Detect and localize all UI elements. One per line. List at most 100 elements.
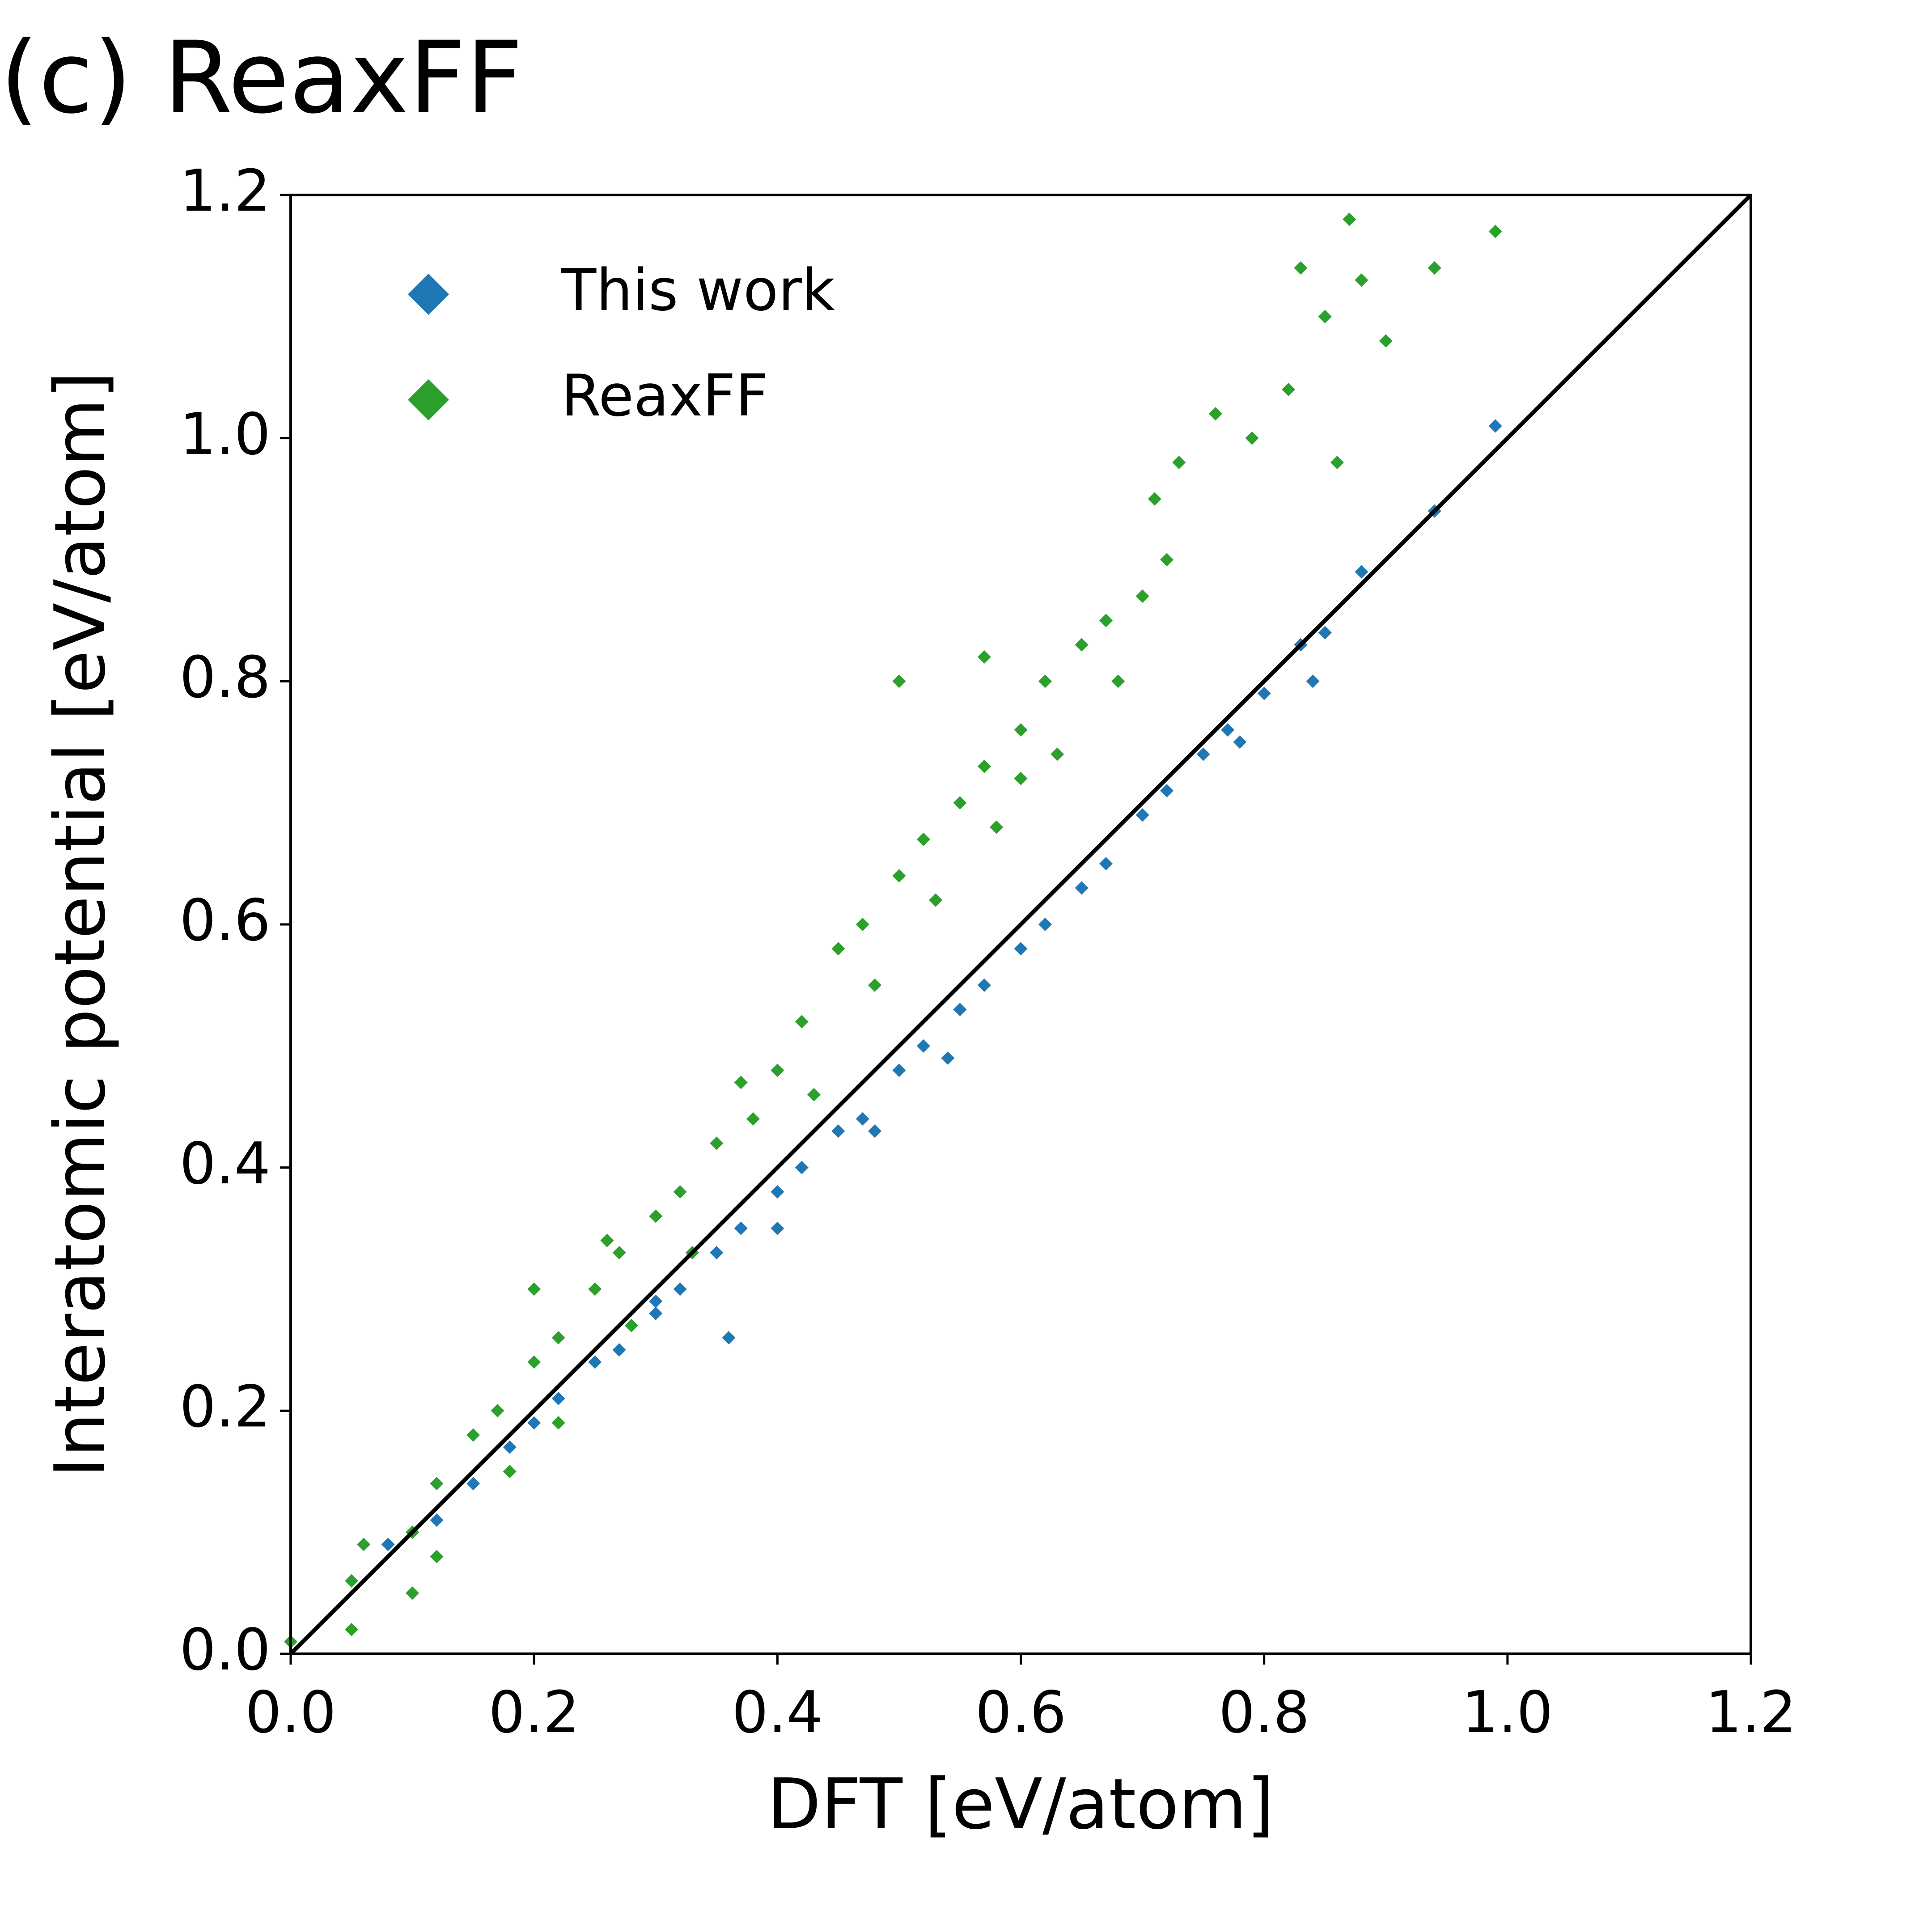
data-point [649,1209,663,1223]
y-tick-label: 0.6 [179,887,271,954]
data-point [1208,407,1222,421]
data-point [807,1088,821,1102]
data-point [795,1161,809,1174]
legend-marker [408,274,449,315]
data-point [1135,589,1149,603]
data-point [1318,309,1332,323]
data-point [527,1416,541,1430]
data-point [977,978,991,992]
data-point [466,1428,480,1442]
data-point [1233,735,1247,749]
data-point [856,1112,869,1126]
data-point [1038,674,1052,688]
y-tick-label: 0.8 [179,644,271,711]
data-point [734,1076,748,1089]
data-point [1196,747,1210,761]
data-point [588,1355,602,1369]
data-point [1257,686,1271,700]
data-point [1135,808,1149,822]
data-point [953,796,967,810]
data-point [1160,553,1174,567]
data-point [1111,674,1125,688]
data-point [1343,212,1356,226]
data-point [1318,626,1332,640]
data-point [1014,723,1028,737]
y-tick-label: 0.4 [179,1131,271,1197]
data-point [941,1051,955,1065]
data-point [1428,261,1441,275]
data-point [892,1063,906,1077]
data-point [1221,723,1235,737]
x-axis-label: DFT [eV/atom] [767,1763,1274,1845]
data-point [1014,771,1028,785]
data-point [1245,431,1259,445]
data-point [1488,225,1502,238]
data-point [491,1404,504,1418]
data-point [612,1246,626,1259]
data-point [1099,614,1113,627]
data-point [1160,784,1174,797]
legend-label: This work [561,257,835,324]
data-point [771,1221,784,1235]
data-point [527,1355,541,1369]
data-point [929,893,943,907]
data-point [1294,261,1308,275]
data-point [856,918,869,931]
data-point [1306,674,1320,688]
data-point [600,1233,614,1247]
data-point [771,1063,784,1077]
y-tick-label: 1.0 [179,401,271,468]
y-axis-label: Interatomic potential [eV/atom] [39,371,121,1478]
data-point [831,942,845,956]
data-point [649,1306,663,1320]
data-point [977,650,991,664]
data-point [1075,881,1089,895]
data-point [1099,857,1113,871]
data-point [406,1586,419,1600]
data-point [430,1477,444,1491]
data-point [588,1282,602,1296]
x-tick-label: 0.8 [1219,1679,1310,1746]
data-point [430,1513,444,1527]
data-point [1355,273,1368,287]
data-point [746,1112,760,1126]
x-tick-label: 0.0 [245,1679,336,1746]
chart-title: (c) ReaxFF [0,21,523,136]
data-point [503,1440,517,1454]
data-point [1282,382,1296,396]
data-point [771,1185,784,1199]
data-point [892,869,906,883]
data-point [1172,456,1186,470]
data-point [673,1185,687,1199]
x-tick-label: 0.4 [732,1679,823,1746]
legend-label: ReaxFF [561,363,768,429]
data-point [1075,638,1089,652]
data-point [673,1282,687,1296]
data-point [734,1221,748,1235]
x-tick-label: 1.0 [1462,1679,1553,1746]
data-point [953,1003,967,1017]
data-point [722,1331,736,1345]
data-point [1051,747,1064,761]
data-point [831,1124,845,1138]
legend-marker [408,379,449,420]
data-point [466,1477,480,1491]
data-point [1488,419,1502,433]
x-tick-label: 0.6 [975,1679,1067,1746]
data-point [381,1538,395,1551]
data-point [1330,456,1344,470]
reference-line [289,193,1753,1656]
data-point [1038,918,1052,931]
data-point [1355,565,1368,579]
data-point [868,978,881,992]
data-point [892,674,906,688]
data-point [1379,334,1393,348]
data-point [1014,942,1028,956]
data-point [503,1465,517,1479]
data-point [1148,492,1161,506]
data-point [345,1623,359,1636]
x-tick-label: 0.2 [488,1679,580,1746]
data-point [357,1538,371,1551]
data-point [551,1392,565,1406]
